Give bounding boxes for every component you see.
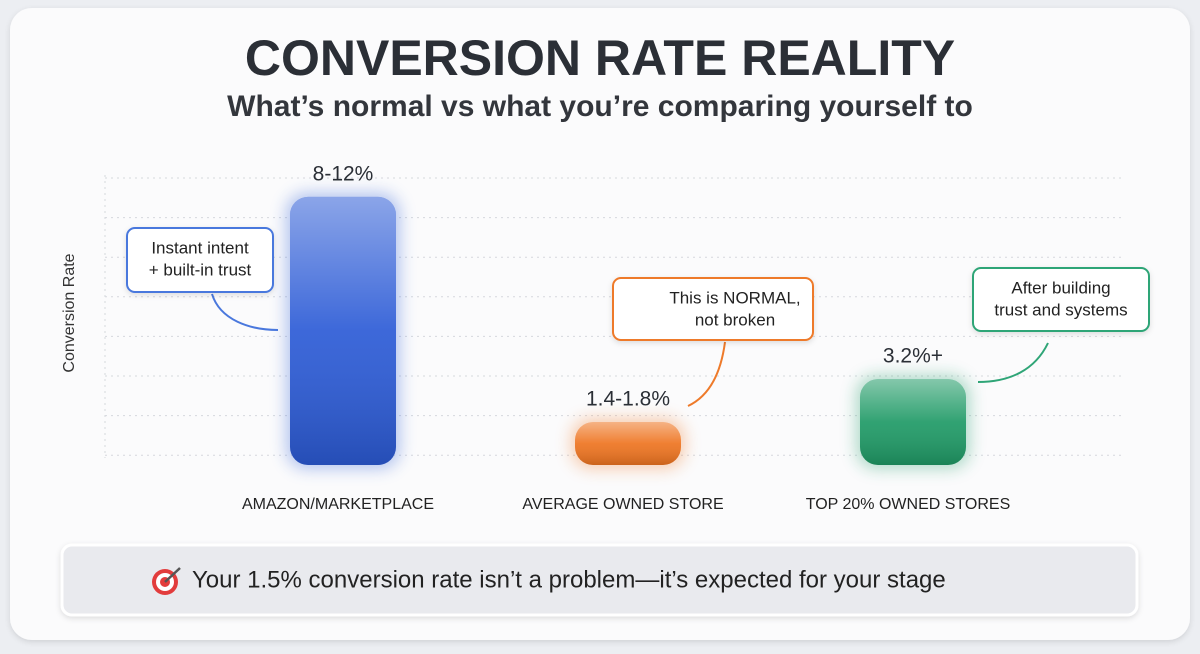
note: Your 1.5% conversion rate isn’t a proble… bbox=[192, 566, 946, 593]
category-label: AVERAGE OWNED STORE bbox=[522, 496, 723, 513]
y-axis-label: Conversion Rate bbox=[61, 253, 78, 372]
card bbox=[10, 8, 1190, 640]
callout-box bbox=[126, 227, 274, 293]
category-label: AMAZON/MARKETPLACE bbox=[242, 496, 434, 513]
category-label: TOP 20% OWNED STORES bbox=[806, 496, 1011, 513]
callout-text: This is NORMAL, bbox=[669, 288, 800, 307]
target-icon bbox=[152, 567, 181, 595]
callout-connector bbox=[211, 293, 279, 331]
bar-shine bbox=[860, 379, 966, 465]
bar-shine bbox=[575, 422, 681, 465]
callout-text: not broken bbox=[695, 310, 775, 329]
bar-shine bbox=[290, 196, 396, 465]
callout-box bbox=[612, 277, 814, 341]
callout-box bbox=[972, 267, 1150, 332]
value-label: 3.2%+ bbox=[883, 345, 943, 368]
bars: 8-12% AMAZON/MARKETPLACE 1.4-1.8% AVERAGE O… bbox=[242, 162, 1010, 513]
callout-connector bbox=[977, 342, 1049, 383]
value-label: 8-12% bbox=[313, 162, 374, 185]
note-box bbox=[60, 543, 1139, 617]
callout-connector bbox=[687, 341, 726, 407]
callout-text: trust and systems bbox=[994, 300, 1127, 319]
callout-text: + built-in trust bbox=[149, 260, 252, 279]
callout-text: Instant intent bbox=[151, 238, 249, 257]
chart-subtitle: What’s normal vs what you’re comparing y… bbox=[227, 90, 973, 123]
chart-title: CONVERSION RATE REALITY bbox=[245, 30, 955, 86]
value-label: 1.4-1.8% bbox=[586, 388, 670, 411]
callout-text: After building bbox=[1011, 278, 1110, 297]
